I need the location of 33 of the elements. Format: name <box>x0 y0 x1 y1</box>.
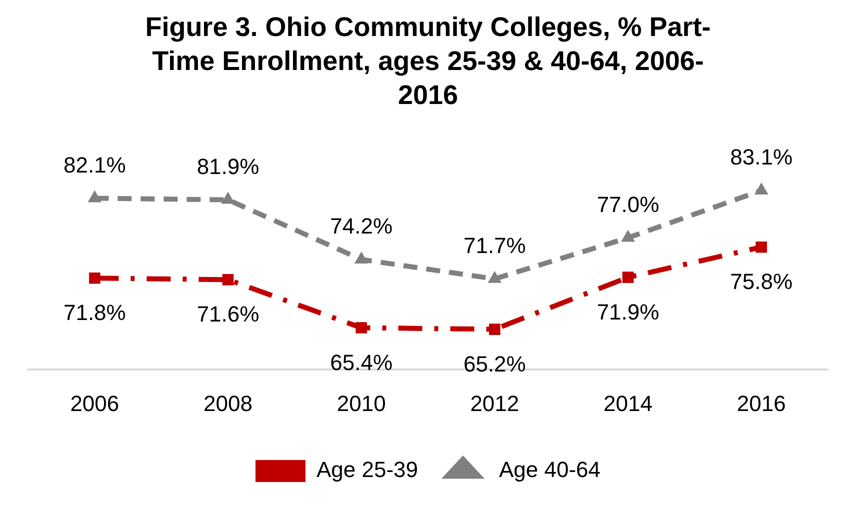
point <box>354 252 368 264</box>
data-label: 65.2% <box>463 351 526 376</box>
point <box>488 270 502 283</box>
data-label: 65.4% <box>330 350 393 375</box>
x-tick-label: 2016 <box>736 390 786 416</box>
point <box>356 322 367 334</box>
point <box>756 241 767 253</box>
chart-title: Figure 3. Ohio Community Colleges, % Part-Time Enrollment, ages 25-39 & 40-64, 2006-2016 <box>144 11 712 112</box>
point <box>489 324 500 335</box>
data-label: 74.2% <box>330 214 393 239</box>
x-tick-label: 2014 <box>604 390 652 416</box>
data-label: 83.1% <box>730 144 793 170</box>
x-tick-label: 2008 <box>204 390 252 416</box>
x-tick-label: 2010 <box>336 390 386 416</box>
legend-label: Age 40-64 <box>499 457 601 482</box>
x-tick-label: 2012 <box>470 390 520 416</box>
data-label: 75.8% <box>730 269 793 294</box>
point <box>89 272 100 284</box>
point <box>222 274 234 286</box>
data-label: 81.9% <box>196 154 260 179</box>
data-label: 77.0% <box>596 192 660 217</box>
data-label: 71.8% <box>63 300 126 326</box>
data-label: 71.6% <box>196 302 260 327</box>
data-label: 71.9% <box>596 299 660 324</box>
x-tick-label: 2006 <box>70 390 120 416</box>
data-label: 71.7% <box>463 232 526 258</box>
data-label: 82.1% <box>63 152 126 178</box>
point <box>88 190 102 202</box>
legend-label: Age 25-39 <box>316 457 418 482</box>
point <box>621 230 635 242</box>
point <box>754 182 768 194</box>
point <box>221 192 235 204</box>
point <box>622 272 634 283</box>
